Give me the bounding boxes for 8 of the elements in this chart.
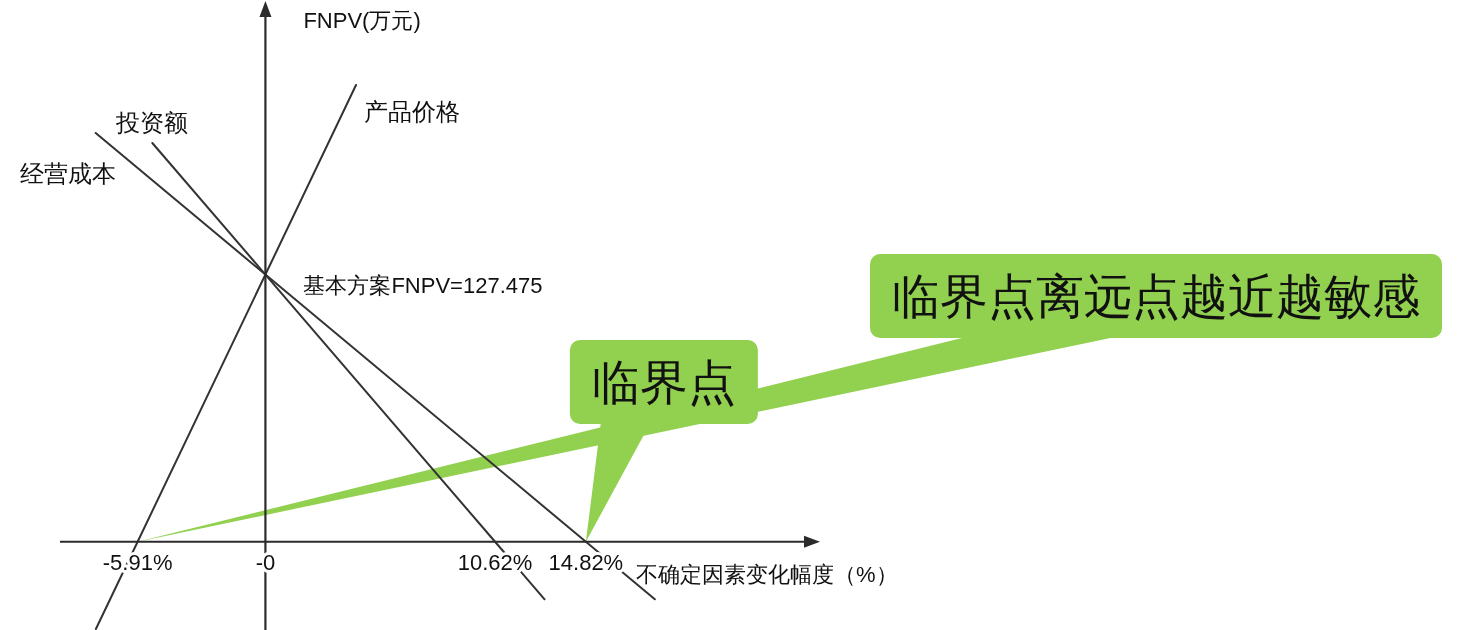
series-label: 经营成本: [19, 159, 116, 187]
annotation: 基本方案FNPV=127.475: [303, 272, 543, 298]
x-axis-title: 不确定因素变化幅度（%）: [636, 561, 898, 587]
series-label: 产品价格: [364, 98, 460, 125]
y-axis-title: FNPV(万元): [303, 8, 421, 33]
annotation: 临界点: [591, 356, 736, 409]
annotation: 临界点离远点越近越敏感: [892, 270, 1420, 323]
series-label: 投资额: [116, 109, 189, 136]
